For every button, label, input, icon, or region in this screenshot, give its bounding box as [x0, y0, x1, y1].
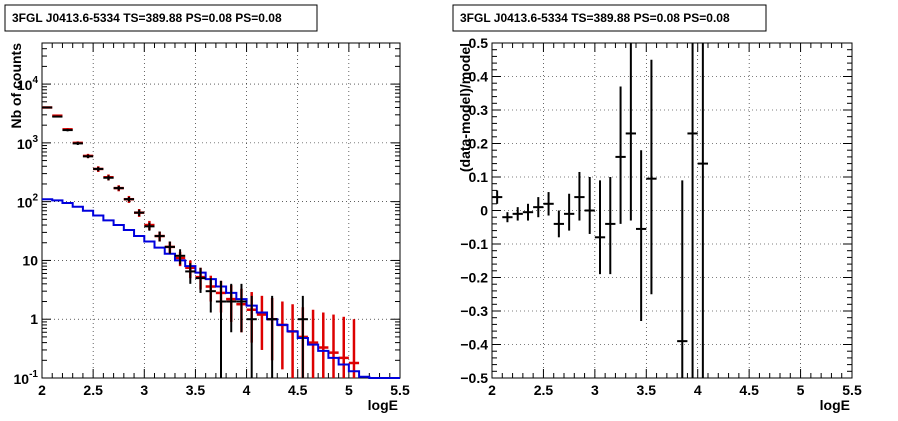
y-tick-label: 1	[30, 311, 38, 327]
residual-point	[543, 192, 554, 216]
residual-point	[625, 43, 636, 221]
residual-point	[697, 43, 708, 378]
data-point	[72, 141, 83, 145]
x-tick-label: 2.5	[534, 382, 554, 398]
x-tick-label: 5.5	[390, 382, 410, 398]
y-tick-label: 0.4	[469, 69, 489, 85]
data-point	[123, 196, 135, 202]
y-tick-label: 102	[17, 193, 39, 211]
x-tick-label: 5	[797, 382, 805, 398]
x-tick-label: 3.5	[186, 382, 206, 398]
x-tick-label: 2	[488, 382, 496, 398]
data-point	[164, 241, 175, 254]
chart-title: 3FGL J0413.6-5334 TS=389.88 PS=0.08 PS=0…	[12, 11, 282, 25]
x-axis-title: logE	[368, 397, 398, 413]
data-point	[62, 128, 73, 132]
y-axis-title: Nb of counts	[8, 43, 24, 129]
x-tick-label: 3	[591, 382, 599, 398]
y-tick-label: −0.4	[460, 337, 488, 353]
y-axis-title: (data-model)/model	[457, 43, 473, 172]
y-tick-label: −0.5	[460, 370, 488, 386]
x-axis-title: logE	[820, 397, 850, 413]
x-tick-label: 3	[140, 382, 148, 398]
residual-point	[615, 86, 626, 224]
residual-point	[605, 177, 616, 275]
y-tick-label: −0.1	[460, 236, 488, 252]
residual-point	[646, 59, 657, 295]
data-point	[42, 106, 53, 109]
residual-point	[533, 197, 544, 218]
x-tick-label: 3.5	[637, 382, 657, 398]
data-point	[267, 295, 278, 378]
chart-title: 3FGL J0413.6-5334 TS=389.88 PS=0.08 PS=0…	[460, 11, 730, 25]
residual-point	[677, 180, 688, 378]
residual-point	[594, 180, 606, 275]
model-point	[328, 314, 339, 378]
residual-point	[564, 193, 575, 231]
data-point	[226, 283, 237, 333]
data-point	[144, 222, 155, 231]
model-point	[318, 312, 329, 378]
x-tick-label: 2	[38, 382, 46, 398]
data-point	[297, 295, 308, 378]
y-tick-label: −0.3	[460, 303, 488, 319]
y-tick-label: 0.3	[469, 102, 489, 118]
residuals-panel: 2 2.5 3 3.5 4 4.5 5 5.5 −0.5 −0.4 −0.3 −0.2 −0.1 0 0.1…	[452, 4, 862, 413]
x-tick-label: 5.5	[842, 382, 862, 398]
y-tick-label: 0.1	[469, 169, 489, 185]
data-point	[154, 231, 165, 242]
residual-point	[574, 171, 585, 221]
counts-panel: 2 2.5 3 3.5 4 4.5 5 5.5 10-1 1 10 102 103 104 3FGL J04…	[4, 4, 410, 413]
data-point	[195, 267, 206, 293]
data-point	[82, 154, 94, 159]
model-point	[338, 316, 349, 378]
data-point	[246, 295, 257, 378]
residual-point	[522, 203, 534, 221]
y-tick-label: 104	[17, 75, 39, 93]
data-point	[103, 175, 114, 181]
y-tick-label: −0.2	[460, 270, 488, 286]
chart-title-box	[452, 4, 767, 32]
residual-point	[636, 150, 647, 322]
data-point	[174, 249, 186, 265]
chart-title-box	[4, 4, 318, 32]
model-point	[348, 319, 360, 378]
data-point	[236, 283, 247, 333]
residual-point	[492, 190, 503, 204]
x-tick-label: 4	[243, 382, 251, 398]
data-point	[134, 209, 145, 217]
data-point	[113, 185, 124, 191]
residual-point	[584, 177, 595, 234]
residual-point	[502, 212, 513, 223]
x-tick-label: 4.5	[288, 382, 308, 398]
x-tick-label: 4	[694, 382, 702, 398]
y-tick-label: 0.5	[469, 35, 489, 51]
data-point	[215, 280, 227, 378]
y-tick-label: 103	[17, 134, 39, 152]
y-tick-label: 10	[22, 252, 38, 268]
y-tick-label: 0	[480, 203, 488, 219]
x-tick-label: 2.5	[83, 382, 103, 398]
y-tick-label: 10-1	[14, 369, 39, 387]
data-point	[93, 166, 104, 172]
y-tick-label: 0.2	[469, 136, 489, 152]
x-tick-label: 4.5	[739, 382, 759, 398]
x-tick-label: 5	[345, 382, 353, 398]
residual-point	[687, 43, 698, 378]
data-point	[205, 278, 216, 313]
residual-point	[512, 207, 523, 221]
data-point	[52, 115, 63, 118]
data-point	[185, 263, 196, 284]
model-point	[256, 295, 268, 350]
residual-point	[553, 210, 564, 238]
model-histogram-line	[42, 198, 400, 379]
